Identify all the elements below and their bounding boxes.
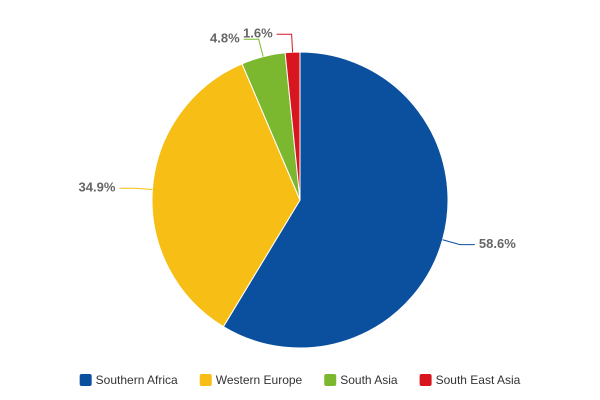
value-label: 4.8%	[210, 31, 240, 46]
value-label: 1.6%	[243, 26, 273, 41]
value-label: 34.9%	[79, 180, 116, 195]
legend-label: South East Asia	[436, 373, 521, 387]
legend-label: Southern Africa	[96, 373, 178, 387]
legend-swatch	[79, 374, 92, 386]
leader-line	[119, 187, 153, 191]
legend: Southern Africa Western Europe South Asia S…	[79, 373, 521, 387]
legend-swatch	[199, 374, 212, 386]
value-label: 58.6%	[479, 236, 516, 251]
legend-label: Western Europe	[216, 373, 303, 387]
legend-swatch	[324, 374, 337, 386]
pie-slice	[151, 63, 301, 328]
legend-swatch	[419, 374, 432, 386]
leader-line	[276, 33, 294, 53]
leader-line	[442, 239, 475, 246]
legend-label: South Asia	[340, 373, 398, 387]
leader-line	[243, 38, 264, 57]
